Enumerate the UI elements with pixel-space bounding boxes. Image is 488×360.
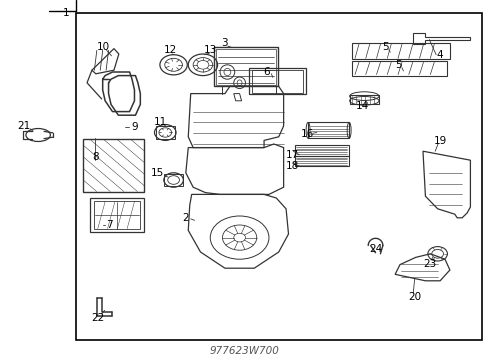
Text: 6: 6 <box>263 67 269 77</box>
Bar <box>214 47 277 86</box>
Text: 9: 9 <box>131 122 138 132</box>
Text: 10: 10 <box>97 42 110 52</box>
Bar <box>307 122 348 138</box>
Bar <box>351 61 447 76</box>
Text: 23: 23 <box>423 258 436 269</box>
Text: 5: 5 <box>381 42 388 52</box>
Text: 24: 24 <box>368 244 382 254</box>
Text: 2: 2 <box>182 213 189 223</box>
Bar <box>155 126 175 139</box>
Text: 20: 20 <box>407 292 420 302</box>
Text: 18: 18 <box>285 161 299 171</box>
Text: 7: 7 <box>106 220 113 230</box>
Bar <box>94 201 140 229</box>
Text: 3: 3 <box>221 38 228 48</box>
Text: 11: 11 <box>153 117 167 127</box>
Bar <box>252 70 302 93</box>
Text: 16: 16 <box>300 129 313 139</box>
Text: 977623W700: 977623W700 <box>209 346 279 356</box>
Text: 13: 13 <box>203 45 217 55</box>
Text: 22: 22 <box>91 312 104 323</box>
Text: 8: 8 <box>92 152 99 162</box>
Bar <box>249 68 305 94</box>
Bar <box>294 156 348 166</box>
Bar <box>163 174 183 186</box>
Bar <box>90 198 144 232</box>
Bar <box>351 43 449 59</box>
Text: 4: 4 <box>436 50 443 60</box>
Text: 1: 1 <box>62 8 69 18</box>
Text: 17: 17 <box>285 150 299 160</box>
Text: 21: 21 <box>17 121 30 131</box>
Bar <box>76 13 481 340</box>
Text: 5: 5 <box>394 60 401 70</box>
Text: 12: 12 <box>163 45 177 55</box>
Bar <box>216 49 275 85</box>
Text: 14: 14 <box>355 101 369 111</box>
Text: 19: 19 <box>432 136 446 146</box>
Bar <box>294 145 348 156</box>
Bar <box>83 139 144 192</box>
Text: 15: 15 <box>150 168 164 178</box>
Bar <box>349 95 378 104</box>
